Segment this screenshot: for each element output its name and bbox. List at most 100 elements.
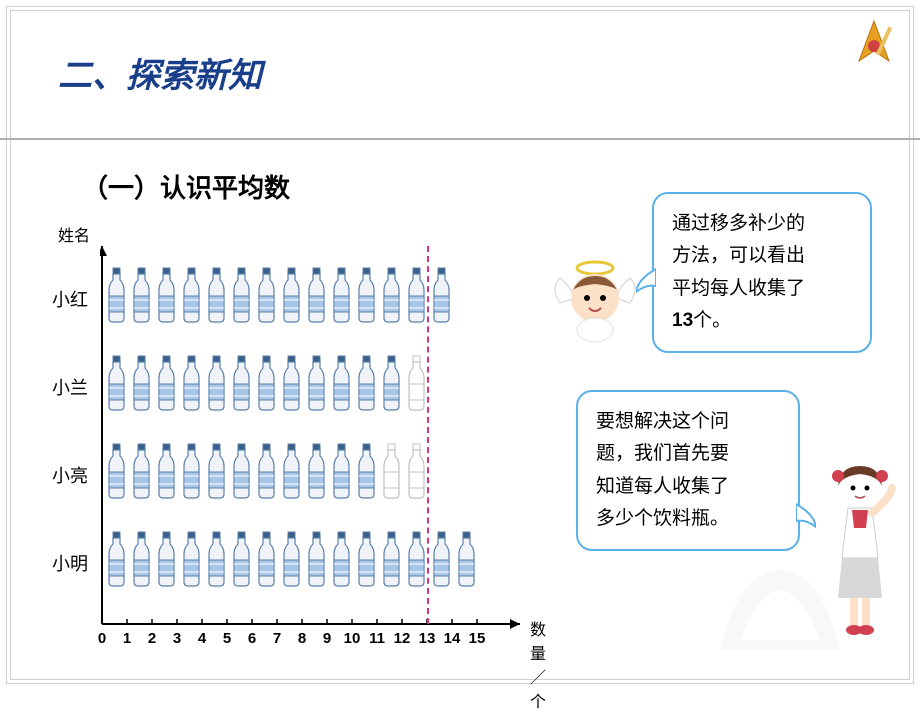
angel-line-1: 方法，可以看出 xyxy=(672,245,805,266)
bottle-icon xyxy=(354,354,379,412)
bottle-icon xyxy=(279,530,304,588)
bottle-row xyxy=(104,530,479,588)
row-label: 小兰 xyxy=(28,374,88,400)
slide-title: 二、探索新知 xyxy=(58,48,262,97)
bottle-row xyxy=(104,442,429,500)
bottle-icon xyxy=(129,442,154,500)
x-tick-label: 3 xyxy=(173,630,181,647)
bottle-icon xyxy=(254,530,279,588)
bottle-ghost-icon xyxy=(404,354,429,412)
bottle-icon xyxy=(429,266,454,324)
x-tick-label: 2 xyxy=(148,630,156,647)
bottle-icon xyxy=(454,530,479,588)
bottle-icon xyxy=(329,442,354,500)
x-tick-label: 6 xyxy=(248,630,256,647)
x-tick-label: 9 xyxy=(323,630,331,647)
bottle-icon xyxy=(104,266,129,324)
y-axis-label: 姓名 xyxy=(58,222,90,246)
angel-line-3b: 个。 xyxy=(693,310,731,331)
bottle-icon xyxy=(154,354,179,412)
x-axis-label: 数量／个 xyxy=(530,616,546,712)
x-tick-label: 11 xyxy=(369,630,385,647)
bottle-icon xyxy=(354,442,379,500)
bottle-icon xyxy=(204,442,229,500)
girl-line-2: 知道每人收集了 xyxy=(596,476,729,497)
bottle-icon xyxy=(129,266,154,324)
bottle-icon xyxy=(279,442,304,500)
bottle-icon xyxy=(104,442,129,500)
row-label: 小明 xyxy=(28,550,88,576)
bottle-icon xyxy=(279,354,304,412)
bottle-icon xyxy=(104,354,129,412)
bottle-icon xyxy=(329,530,354,588)
bottle-icon xyxy=(404,530,429,588)
bottle-icon xyxy=(179,266,204,324)
angel-icon xyxy=(545,248,645,348)
speech-tail-icon xyxy=(796,499,816,529)
row-label: 小亮 xyxy=(28,462,88,488)
x-tick-label: 7 xyxy=(273,630,281,647)
bottle-icon xyxy=(179,442,204,500)
angel-line-2: 平均每人收集了 xyxy=(672,278,805,299)
x-tick-label: 15 xyxy=(469,630,486,647)
x-tick-label: 8 xyxy=(298,630,306,647)
bottle-icon xyxy=(154,442,179,500)
bottle-ghost-icon xyxy=(404,442,429,500)
bottle-icon xyxy=(354,530,379,588)
bottle-icon xyxy=(154,266,179,324)
x-tick-label: 1 xyxy=(123,630,131,647)
bottle-icon xyxy=(329,266,354,324)
bottle-icon xyxy=(204,530,229,588)
subtitle: （一）认识平均数 xyxy=(82,168,290,205)
bottle-icon xyxy=(104,530,129,588)
x-tick-label: 5 xyxy=(223,630,231,647)
title-underline xyxy=(0,138,920,140)
bottle-icon xyxy=(204,266,229,324)
row-label: 小红 xyxy=(28,286,88,312)
bottle-icon xyxy=(379,530,404,588)
bottle-icon xyxy=(229,530,254,588)
angel-line-0: 通过移多补少的 xyxy=(672,213,805,234)
bottle-icon xyxy=(304,354,329,412)
bottle-icon xyxy=(379,266,404,324)
girl-line-0: 要想解决这个问 xyxy=(596,411,729,432)
girl-line-1: 题，我们首先要 xyxy=(596,443,729,464)
bottle-icon xyxy=(254,266,279,324)
bottle-icon xyxy=(379,354,404,412)
bottle-icon xyxy=(254,442,279,500)
bottle-icon xyxy=(304,266,329,324)
bottle-icon xyxy=(304,442,329,500)
bottle-icon xyxy=(229,354,254,412)
bottle-icon xyxy=(129,354,154,412)
x-tick-label: 14 xyxy=(444,630,461,647)
bottle-icon xyxy=(254,354,279,412)
bottle-icon xyxy=(229,442,254,500)
x-tick-label: 13 xyxy=(419,630,436,647)
girl-icon xyxy=(820,458,900,638)
angel-speech-bubble: 通过移多补少的 方法，可以看出 平均每人收集了 13个。 xyxy=(652,192,872,353)
bottle-icon xyxy=(179,530,204,588)
girl-speech-bubble: 要想解决这个问 题，我们首先要 知道每人收集了 多少个饮料瓶。 xyxy=(576,390,800,551)
compass-icon xyxy=(844,16,904,76)
bottle-icon xyxy=(429,530,454,588)
x-tick-label: 10 xyxy=(344,630,361,647)
bottle-icon xyxy=(204,354,229,412)
bottle-icon xyxy=(154,530,179,588)
bottle-ghost-icon xyxy=(379,442,404,500)
speech-tail-icon xyxy=(636,264,656,294)
bottle-icon xyxy=(179,354,204,412)
bottle-icon xyxy=(279,266,304,324)
pictograph-chart: 0123456789101112131415 数量／个 xyxy=(100,246,530,646)
x-tick-label: 12 xyxy=(394,630,411,647)
bottle-icon xyxy=(404,266,429,324)
bottle-icon xyxy=(329,354,354,412)
bottle-icon xyxy=(354,266,379,324)
bottle-row xyxy=(104,266,454,324)
bottle-icon xyxy=(129,530,154,588)
x-tick-label: 4 xyxy=(198,630,206,647)
bottle-row xyxy=(104,354,429,412)
bottle-icon xyxy=(304,530,329,588)
x-tick-label: 0 xyxy=(98,630,106,647)
girl-line-3: 多少个饮料瓶。 xyxy=(596,508,729,529)
angel-highlight: 13 xyxy=(672,310,693,331)
